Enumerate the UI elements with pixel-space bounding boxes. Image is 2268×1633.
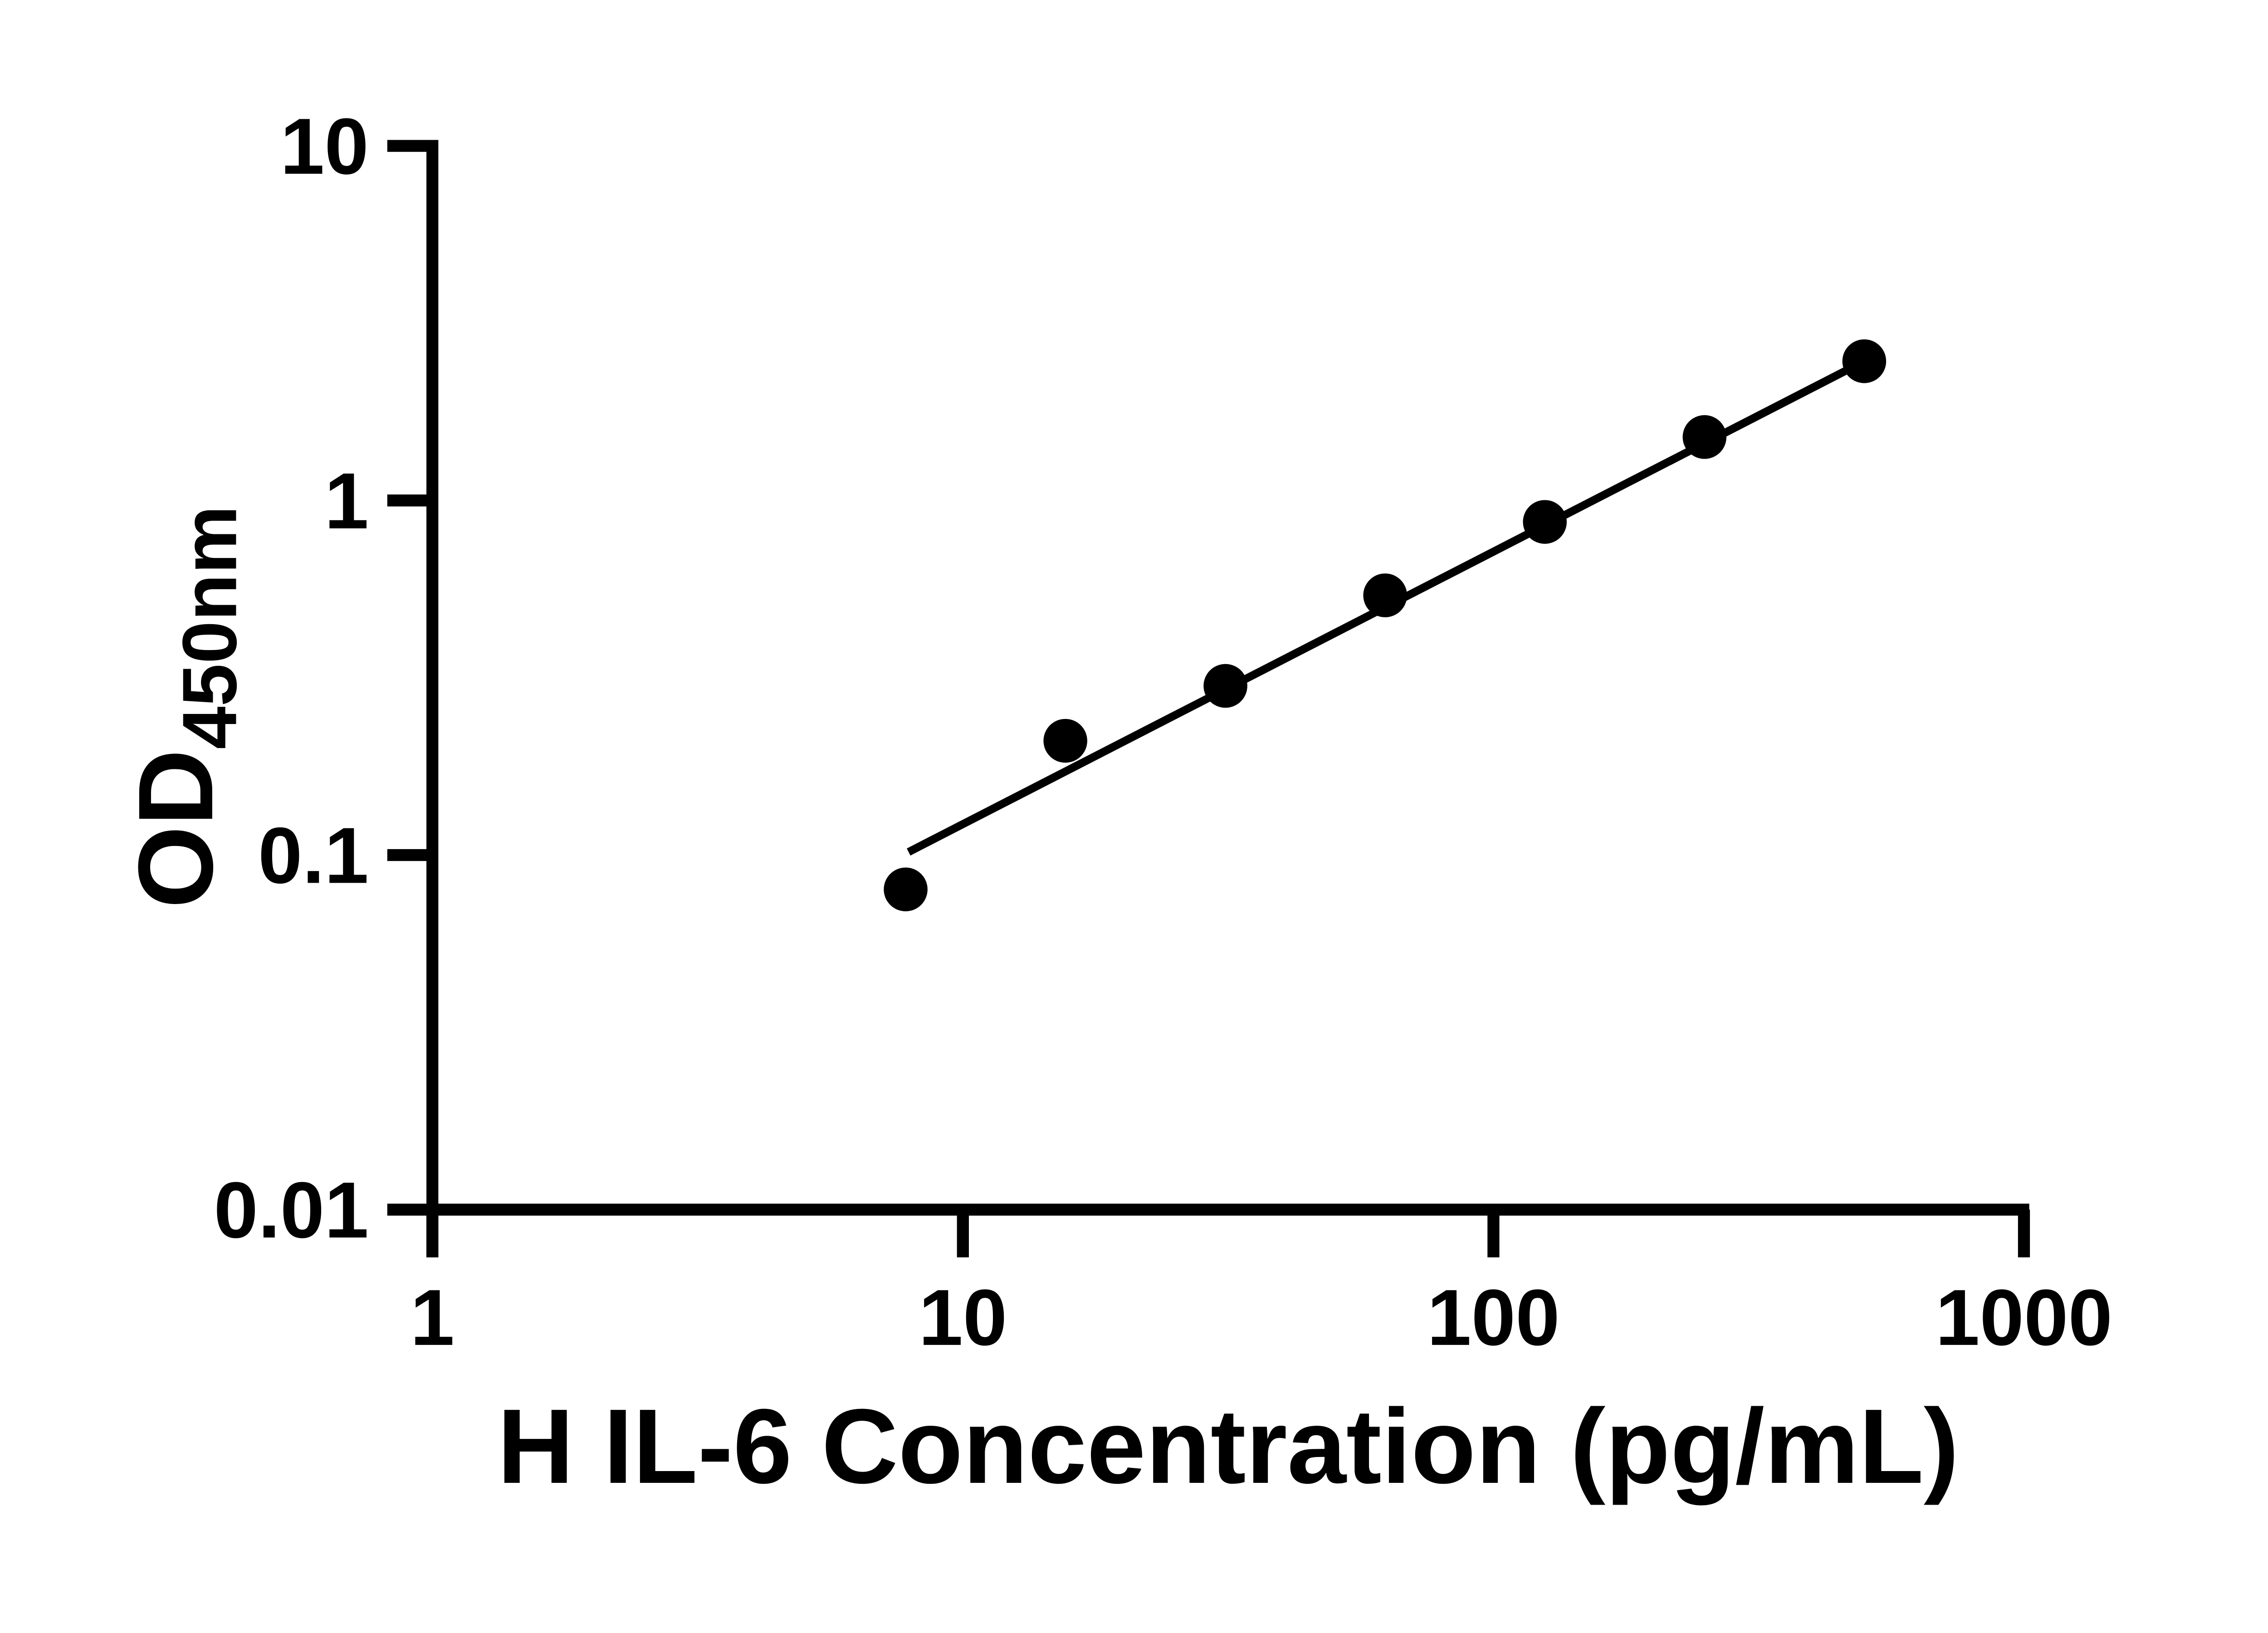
data-point <box>884 867 928 911</box>
data-point <box>1203 664 1247 708</box>
chart-canvas: 1 10 100 1000 10 1 0.1 0.01 H IL-6 Concentrati… <box>116 102 2113 1506</box>
y-axis-title: OD450nm <box>116 505 253 908</box>
y-axis-title-main: OD <box>116 749 235 909</box>
x-tick-label: 100 <box>1427 1273 1560 1362</box>
y-tick-label: 0.1 <box>258 811 369 900</box>
data-point <box>1682 415 1727 459</box>
x-axis-tick-labels: 1 10 100 1000 <box>410 1273 2112 1362</box>
axes-frame <box>426 140 2029 1257</box>
y-axis-tick-labels: 10 1 0.1 0.01 <box>214 102 368 1255</box>
y-axis-ticks <box>387 140 427 1216</box>
x-axis-title: H IL-6 Concentration (pg/mL) <box>497 1387 1959 1506</box>
x-tick-label: 1 <box>410 1273 455 1362</box>
data-point <box>1043 719 1087 763</box>
elisa-standard-curve-figure: 1 10 100 1000 10 1 0.1 0.01 H IL-6 Concentrati… <box>116 102 2113 1506</box>
x-tick-label: 1000 <box>1936 1273 2112 1362</box>
y-tick-label: 0.01 <box>214 1166 368 1255</box>
x-axis-ticks <box>426 1209 2030 1257</box>
data-point <box>1523 500 1567 544</box>
data-point <box>1363 573 1407 617</box>
x-tick-label: 10 <box>919 1273 1007 1362</box>
y-tick-label: 10 <box>280 102 369 191</box>
data-point <box>1842 339 1887 383</box>
plot-area <box>884 339 1887 911</box>
y-axis-title-subscript: 450nm <box>166 505 252 749</box>
y-tick-label: 1 <box>324 457 369 546</box>
